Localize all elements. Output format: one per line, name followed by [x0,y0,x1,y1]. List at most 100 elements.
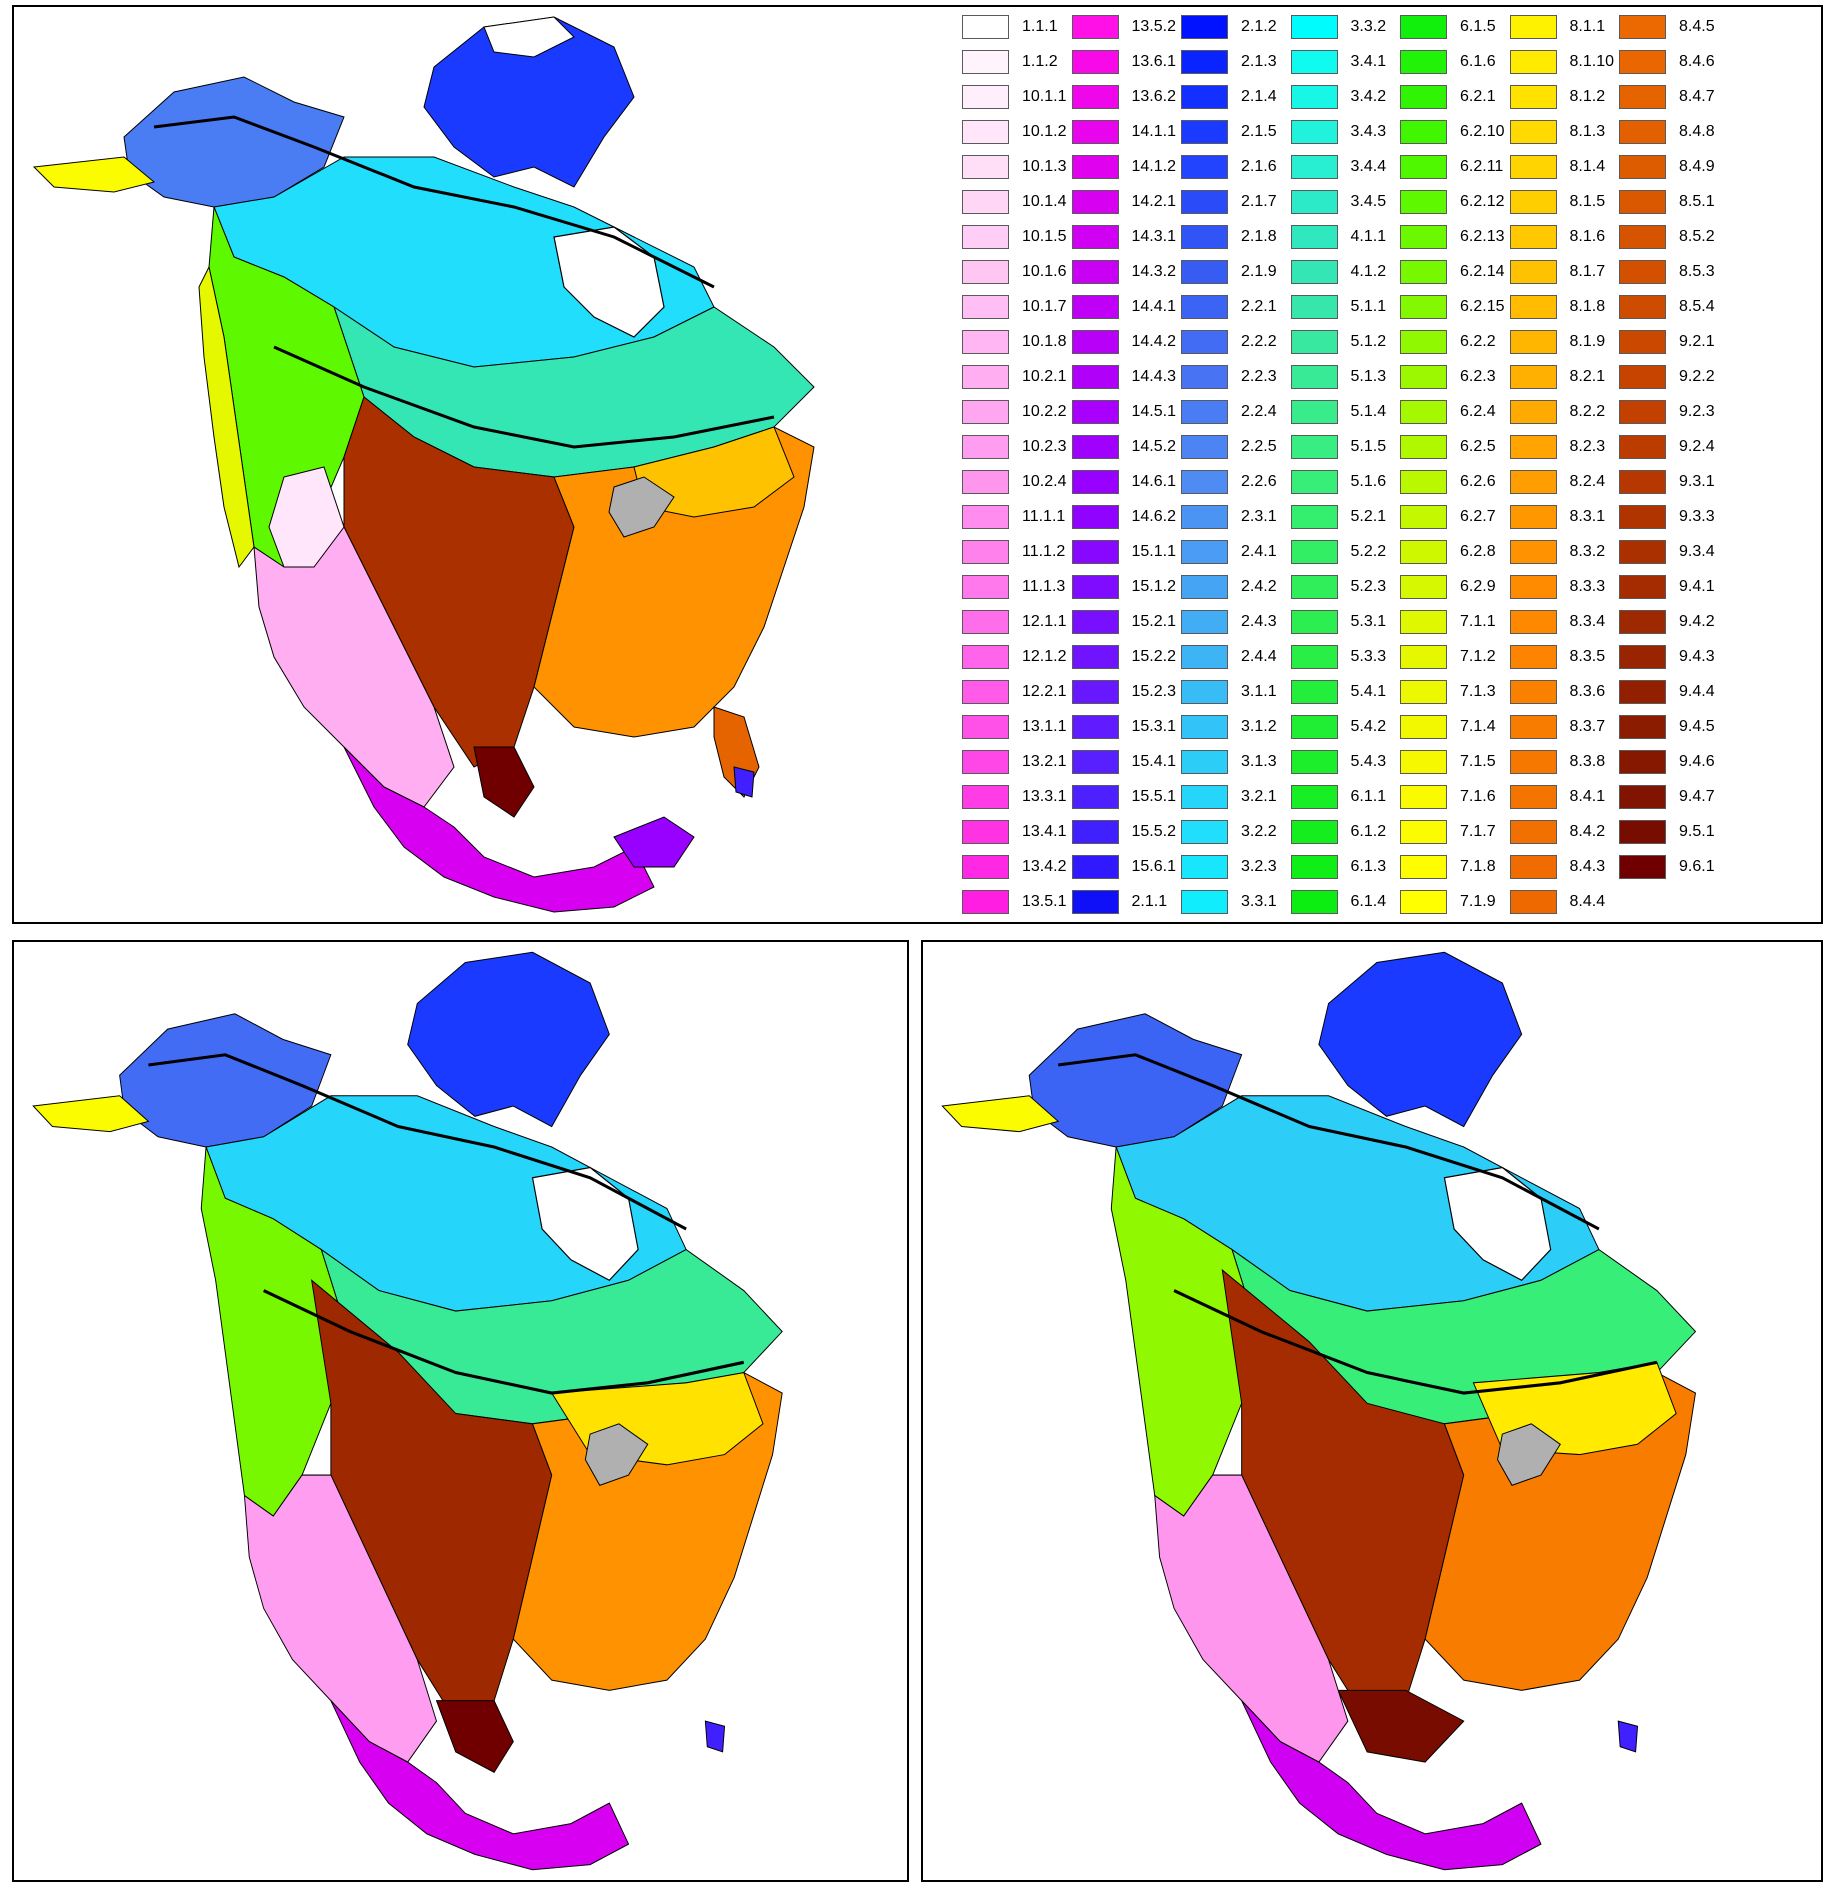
mexico-region [1241,1700,1542,1871]
legend-item: 3.1.2 [1181,711,1299,741]
legend-item: 2.4.1 [1181,536,1299,566]
legend-swatch [962,715,1009,739]
legend-label: 8.2.1 [1569,368,1606,385]
legend-item: 8.3.3 [1509,571,1628,601]
legend-swatch [1290,330,1338,354]
legend-item: 13.4.2 [962,851,1080,881]
legend-item: 2.1.1 [1071,886,1190,916]
legend-swatch [1400,645,1447,669]
legend-label: 3.3.1 [1241,893,1277,910]
legend-item: 2.2.3 [1181,361,1299,391]
legend-swatch [1181,610,1228,634]
legend-item: 8.3.1 [1509,501,1628,531]
legend-label: 8.3.2 [1569,543,1606,560]
legend-item: 8.4.3 [1509,851,1628,881]
legend-item: 1.1.1 [962,11,1080,41]
legend-swatch [962,645,1009,669]
legend-label: 13.4.1 [1022,823,1067,840]
legend-item: 5.4.1 [1290,676,1409,706]
legend-label: 3.1.3 [1241,753,1277,770]
legend-label: 9.2.3 [1679,403,1715,420]
legend-swatch [1071,575,1119,599]
legend-label: 9.3.1 [1679,473,1715,490]
legend-swatch [1509,575,1557,599]
legend-item: 3.2.1 [1181,781,1299,811]
legend-swatch [962,680,1009,704]
legend-swatch [1509,155,1557,179]
legend-label: 8.4.1 [1569,788,1606,805]
legend-item: 14.3.2 [1071,256,1190,286]
legend-swatch [1290,15,1338,39]
legend-swatch [1290,225,1338,249]
arctic-boundary-line [148,1053,687,1231]
legend-label: 7.1.8 [1460,858,1496,875]
legend-label: 10.1.4 [1022,193,1067,210]
legend-label: 2.2.1 [1241,298,1277,315]
legend-swatch [1290,540,1338,564]
legend-item: 15.5.2 [1071,816,1190,846]
legend-item: 6.2.2 [1400,326,1518,356]
legend-swatch [1071,260,1119,284]
legend-item: 6.2.15 [1400,291,1518,321]
legend-swatch [1071,400,1119,424]
legend-item: 2.1.7 [1181,186,1299,216]
legend-swatch [1619,295,1666,319]
legend-swatch [962,750,1009,774]
legend-item: 9.2.3 [1619,396,1737,426]
legend-label: 13.1.1 [1022,718,1067,735]
legend-swatch [962,610,1009,634]
legend-swatch [1071,750,1119,774]
legend-item: 8.1.7 [1509,256,1628,286]
florida-tip-region [704,1720,726,1753]
legend-label: 13.3.1 [1022,788,1067,805]
legend-swatch [1290,785,1338,809]
legend-swatch [1400,820,1447,844]
legend-label: 2.1.3 [1241,53,1277,70]
arctic-islands-region [407,951,610,1128]
legend-swatch [1509,505,1557,529]
legend-label: 1.1.1 [1022,18,1058,35]
legend-item: 5.4.3 [1290,746,1409,776]
legend-label: 8.1.5 [1569,193,1606,210]
legend-label: 10.2.2 [1022,403,1067,420]
legend-swatch [1400,295,1447,319]
legend-label: 9.4.5 [1679,718,1715,735]
desert-region [243,1474,438,1763]
legend-label: 5.2.3 [1350,578,1387,595]
legend-swatch [1619,400,1666,424]
legend-swatch [1400,540,1447,564]
legend-swatch [1181,855,1228,879]
legend-swatch [1400,610,1447,634]
alaska-region [123,76,345,208]
hudson-bay [531,1166,639,1282]
legend-label: 8.1.3 [1569,123,1606,140]
legend-swatch [1290,50,1338,74]
ecoregion-legend: 1.1.1 1.1.2 10.1.1 10.1.2 10.1.3 10.1.4 10.1.5… [962,11,1821,922]
legend-item: 9.2.4 [1619,431,1737,461]
legend-item: 9.4.5 [1619,711,1737,741]
legend-label: 10.2.4 [1022,473,1067,490]
legend-label: 5.1.5 [1350,438,1387,455]
legend-swatch [1290,890,1338,914]
legend-swatch [962,85,1009,109]
legend-swatch [1400,15,1447,39]
legend-item: 2.1.6 [1181,151,1299,181]
map-regions [32,16,815,913]
legend-item: 15.2.1 [1071,606,1190,636]
legend-item: 4.1.2 [1290,256,1409,286]
legend-label: 8.2.3 [1569,438,1606,455]
legend-label: 8.1.7 [1569,263,1606,280]
legend-item: 15.6.1 [1071,851,1190,881]
legend-label: 9.2.4 [1679,438,1715,455]
legend-label: 5.2.1 [1350,508,1387,525]
legend-swatch [962,575,1009,599]
legend-swatch [1290,680,1338,704]
legend-label: 5.4.2 [1350,718,1387,735]
legend-item: 14.5.1 [1071,396,1190,426]
legend-item: 8.1.2 [1509,81,1628,111]
legend-item: 15.1.2 [1071,571,1190,601]
legend-swatch [1290,435,1338,459]
legend-label: 4.1.2 [1350,263,1387,280]
legend-swatch [1181,540,1228,564]
legend-item: 9.3.1 [1619,466,1737,496]
